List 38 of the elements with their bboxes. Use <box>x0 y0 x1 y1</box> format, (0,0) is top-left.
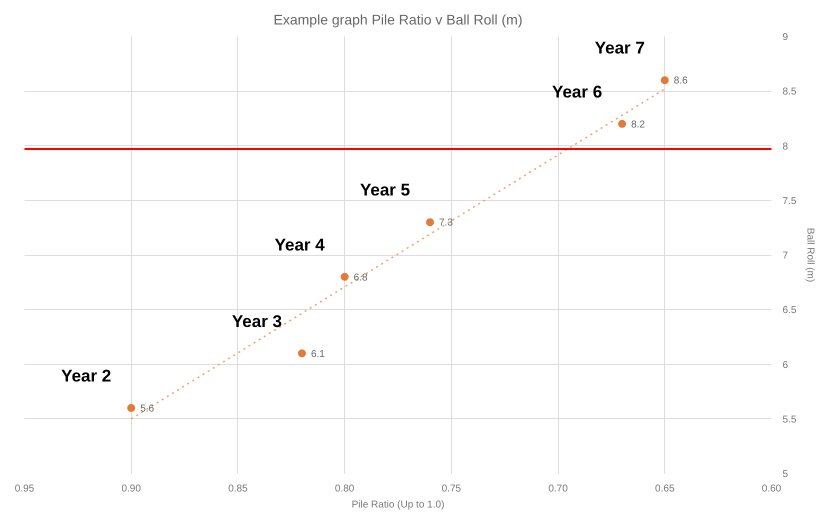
data-label: 8.2 <box>631 119 646 130</box>
data-label: 7.3 <box>439 218 454 229</box>
point <box>426 218 434 226</box>
y-tick-label: 6.5 <box>782 305 797 316</box>
x-tick-label: 0.90 <box>121 484 142 494</box>
y-tick-label: 8.5 <box>782 86 797 98</box>
annotation: Year 2 <box>61 366 112 386</box>
x-axis-title: Pile Ratio (Up to 1.0) <box>352 500 444 510</box>
data-label: 5.6 <box>140 403 155 414</box>
annotation: Year 7 <box>594 38 645 58</box>
y-tick-label: 7.5 <box>782 196 797 207</box>
point <box>340 272 349 281</box>
x-tick-label: 0.70 <box>548 484 568 494</box>
annotation: Year 6 <box>552 82 602 102</box>
x-tick-label: 0.80 <box>334 484 355 494</box>
y-tick-label: 6 <box>782 360 788 371</box>
annotation: Year 4 <box>274 235 326 254</box>
point <box>618 120 626 128</box>
x-tick-label: 0.75 <box>442 484 462 494</box>
y-tick-label: 8 <box>782 141 788 152</box>
x-tick-label: 0.85 <box>228 484 248 494</box>
point <box>127 404 136 412</box>
data-label: 6.1 <box>310 348 326 360</box>
y-tick-label: 5 <box>782 469 788 480</box>
x-tick-label: 0.65 <box>655 484 675 494</box>
x-tick-label: 0.95 <box>14 484 35 494</box>
x-tick-label: 0.60 <box>762 484 782 494</box>
point <box>660 76 669 84</box>
y-axis-title: Ball Roll (m) <box>804 228 816 282</box>
y-tick-label: 9 <box>782 32 788 43</box>
y-tick-label: 7 <box>782 250 788 262</box>
data-label: 8.6 <box>674 76 688 87</box>
annotation: Year 3 <box>232 312 282 331</box>
chart-title: Example graph Pile Ratio v Ball Roll (m) <box>274 12 522 28</box>
data-label: 6.8 <box>354 272 368 284</box>
point <box>298 349 306 358</box>
annotation: Year 5 <box>360 180 410 200</box>
y-tick-label: 5.5 <box>782 414 797 426</box>
